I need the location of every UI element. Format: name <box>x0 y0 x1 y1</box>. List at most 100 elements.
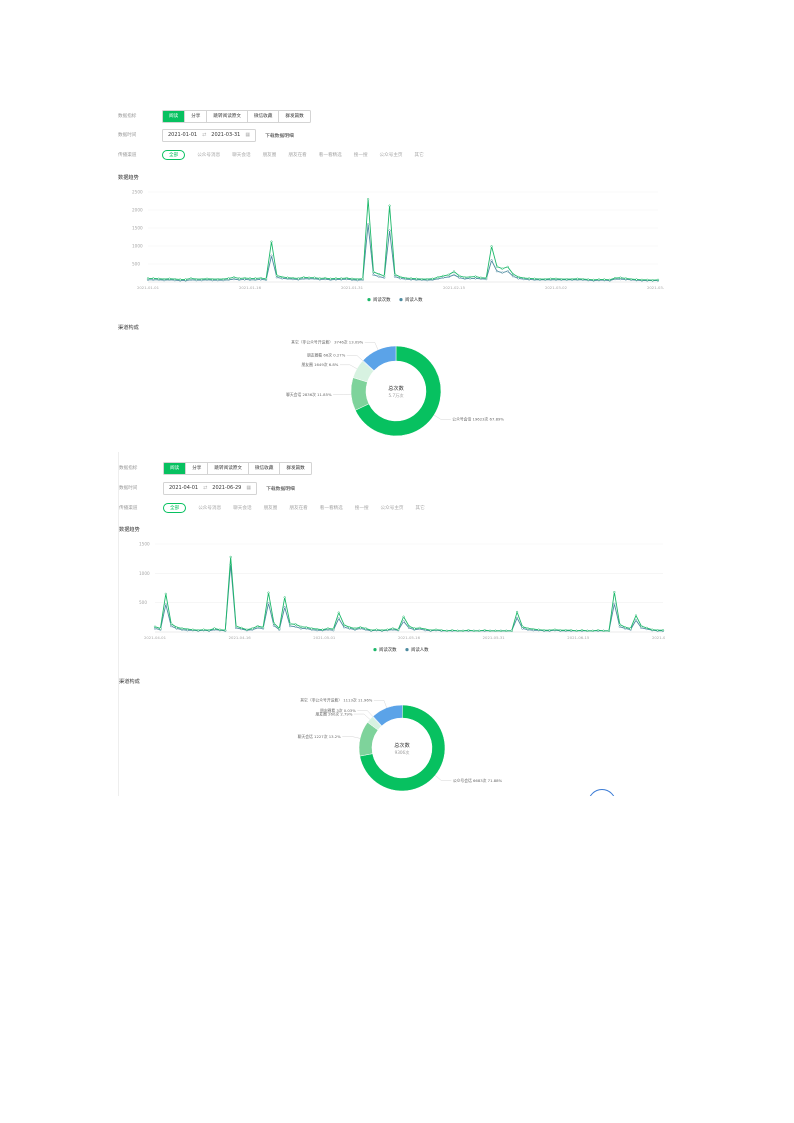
data-point[interactable] <box>281 275 284 279</box>
source-all[interactable]: 全部 <box>163 503 187 513</box>
calendar-icon[interactable]: ▦ <box>245 132 251 138</box>
data-point[interactable] <box>651 279 654 282</box>
data-point[interactable] <box>651 628 654 631</box>
data-point[interactable] <box>391 627 394 630</box>
data-point[interactable] <box>370 629 373 632</box>
data-point[interactable] <box>294 623 297 626</box>
data-point[interactable] <box>447 273 450 276</box>
data-point[interactable] <box>343 623 346 627</box>
source-top-stories[interactable]: 看一看精选 <box>319 506 343 511</box>
tab-favorites[interactable]: 微信收藏 <box>249 462 281 474</box>
data-point[interactable] <box>168 277 171 280</box>
data-point[interactable] <box>613 276 617 280</box>
data-point[interactable] <box>388 204 391 207</box>
data-point[interactable] <box>216 278 219 281</box>
data-point[interactable] <box>474 275 477 278</box>
data-point[interactable] <box>393 273 397 276</box>
data-point[interactable] <box>436 276 439 279</box>
data-point[interactable] <box>521 625 524 628</box>
data-point[interactable] <box>205 277 209 280</box>
data-point[interactable] <box>479 276 482 279</box>
data-point[interactable] <box>526 627 529 630</box>
data-point[interactable] <box>164 592 167 595</box>
data-point[interactable] <box>294 625 297 628</box>
data-point[interactable] <box>256 626 259 629</box>
source-moments[interactable]: 朋友圈 <box>263 506 278 511</box>
end-date[interactable]: 2021-03-31 <box>211 132 241 138</box>
data-point[interactable] <box>367 223 370 226</box>
data-point[interactable] <box>576 277 579 280</box>
data-point[interactable] <box>380 629 384 632</box>
data-point[interactable] <box>251 627 254 630</box>
data-point[interactable] <box>656 278 660 281</box>
data-point[interactable] <box>291 276 295 280</box>
source-other[interactable]: 其它 <box>415 506 425 511</box>
data-point[interactable] <box>407 625 411 628</box>
data-point[interactable] <box>467 629 470 632</box>
data-point[interactable] <box>603 278 606 281</box>
download-link[interactable]: 下载数据明细 <box>266 486 295 492</box>
donut-slice[interactable] <box>362 345 397 371</box>
data-point[interactable] <box>211 278 214 281</box>
data-point[interactable] <box>522 276 525 280</box>
data-point[interactable] <box>515 610 519 614</box>
download-link[interactable]: 下载数据明细 <box>265 133 294 139</box>
data-point[interactable] <box>404 276 407 280</box>
data-point[interactable] <box>232 278 235 281</box>
data-point[interactable] <box>343 626 346 629</box>
data-point[interactable] <box>224 629 227 632</box>
data-point[interactable] <box>265 277 268 280</box>
data-point[interactable] <box>367 198 370 201</box>
legend-label[interactable]: 阅读次数 <box>379 646 397 653</box>
data-point[interactable] <box>645 626 648 629</box>
data-point[interactable] <box>364 627 367 630</box>
data-point[interactable] <box>483 629 486 632</box>
data-point[interactable] <box>634 619 638 622</box>
tab-share[interactable]: 分享 <box>185 110 208 122</box>
source-friends-watching[interactable]: 朋友在看 <box>288 153 307 158</box>
data-point[interactable] <box>179 278 182 281</box>
data-point[interactable] <box>356 278 359 281</box>
data-point[interactable] <box>275 276 278 279</box>
data-point[interactable] <box>640 626 643 629</box>
data-point[interactable] <box>197 629 200 632</box>
data-point[interactable] <box>261 626 265 629</box>
legend-label[interactable]: 阅读人数 <box>405 296 423 303</box>
data-point[interactable] <box>186 627 189 631</box>
data-point[interactable] <box>388 229 391 232</box>
data-point[interactable] <box>490 259 493 262</box>
data-point[interactable] <box>170 625 173 628</box>
tab-share[interactable]: 分享 <box>186 462 209 474</box>
data-point[interactable] <box>348 626 351 629</box>
data-point[interactable] <box>490 245 493 248</box>
data-point[interactable] <box>506 270 509 273</box>
data-point[interactable] <box>613 591 616 594</box>
data-point[interactable] <box>267 591 270 594</box>
data-point[interactable] <box>272 624 275 627</box>
data-point[interactable] <box>372 270 375 274</box>
data-point[interactable] <box>337 617 340 620</box>
data-point[interactable] <box>259 276 262 280</box>
data-point[interactable] <box>157 277 160 280</box>
data-point[interactable] <box>175 626 178 629</box>
data-point[interactable] <box>418 626 421 629</box>
data-point[interactable] <box>318 277 321 280</box>
data-point[interactable] <box>283 596 286 599</box>
data-point[interactable] <box>372 273 375 276</box>
data-point[interactable] <box>510 629 513 632</box>
tab-read[interactable]: 阅读 <box>164 462 187 474</box>
data-point[interactable] <box>377 275 380 278</box>
data-point[interactable] <box>207 629 211 632</box>
data-point[interactable] <box>499 629 502 632</box>
data-point[interactable] <box>591 629 594 632</box>
data-point[interactable] <box>289 622 292 625</box>
data-point[interactable] <box>345 276 348 280</box>
data-point[interactable] <box>442 276 445 279</box>
data-point[interactable] <box>559 629 562 632</box>
data-point[interactable] <box>152 277 155 280</box>
data-point[interactable] <box>340 277 343 280</box>
data-point[interactable] <box>544 278 547 281</box>
data-point[interactable] <box>515 616 519 620</box>
data-point[interactable] <box>458 276 461 279</box>
data-point[interactable] <box>218 628 221 631</box>
